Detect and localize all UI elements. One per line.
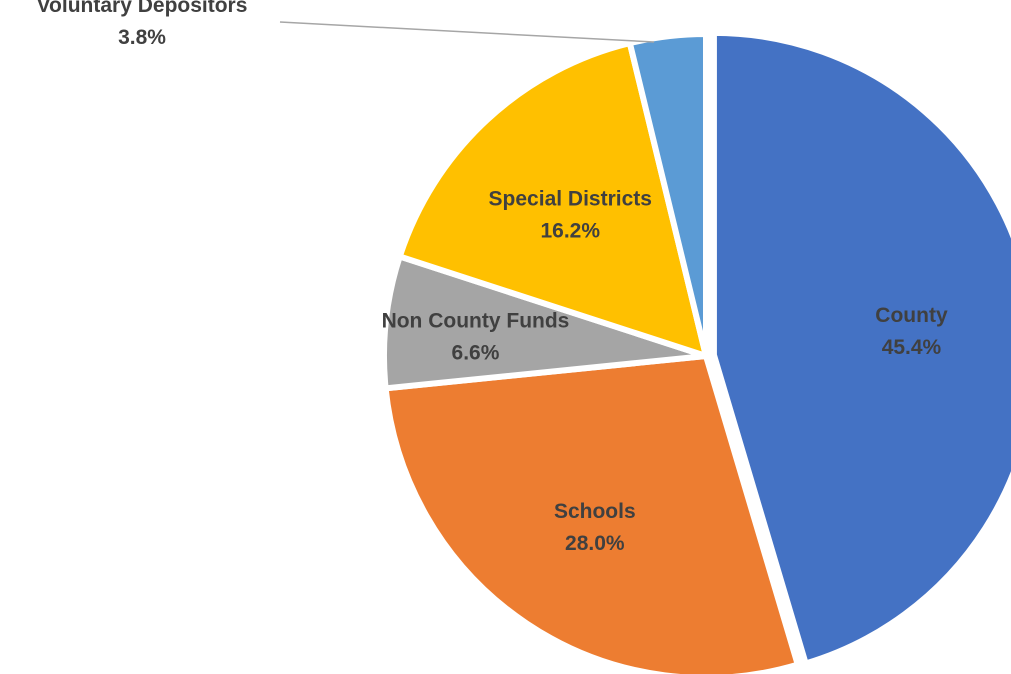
labels-layer: County 45.4% Schools 28.0% Non County Funds 6… [37, 0, 948, 555]
slice-voluntary-depositors [626, 30, 709, 357]
slice-label-name-voluntary-depositors: Voluntary Depositors [37, 0, 248, 17]
leader-line-voluntary-depositors [279, 21, 655, 43]
slice-label-name-special-districts: Special Districts [489, 188, 652, 211]
slice-label-name-schools: Schools [554, 500, 636, 523]
slice-county [710, 29, 1011, 668]
leader-lines-layer [279, 21, 655, 43]
slice-label-value-voluntary-depositors: 3.8% [118, 26, 166, 49]
slice-label-name-county: County [875, 304, 948, 327]
slice-label-value-county: 45.4% [882, 336, 942, 359]
slice-label-value-non-county-funds: 6.6% [452, 341, 500, 364]
slice-label-value-schools: 28.0% [565, 532, 625, 555]
slice-schools [382, 352, 802, 674]
slice-label-name-non-county-funds: Non County Funds [382, 309, 570, 332]
slice-label-value-special-districts: 16.2% [540, 220, 600, 243]
slice-special-districts [395, 39, 711, 361]
slices-layer [381, 29, 1011, 674]
